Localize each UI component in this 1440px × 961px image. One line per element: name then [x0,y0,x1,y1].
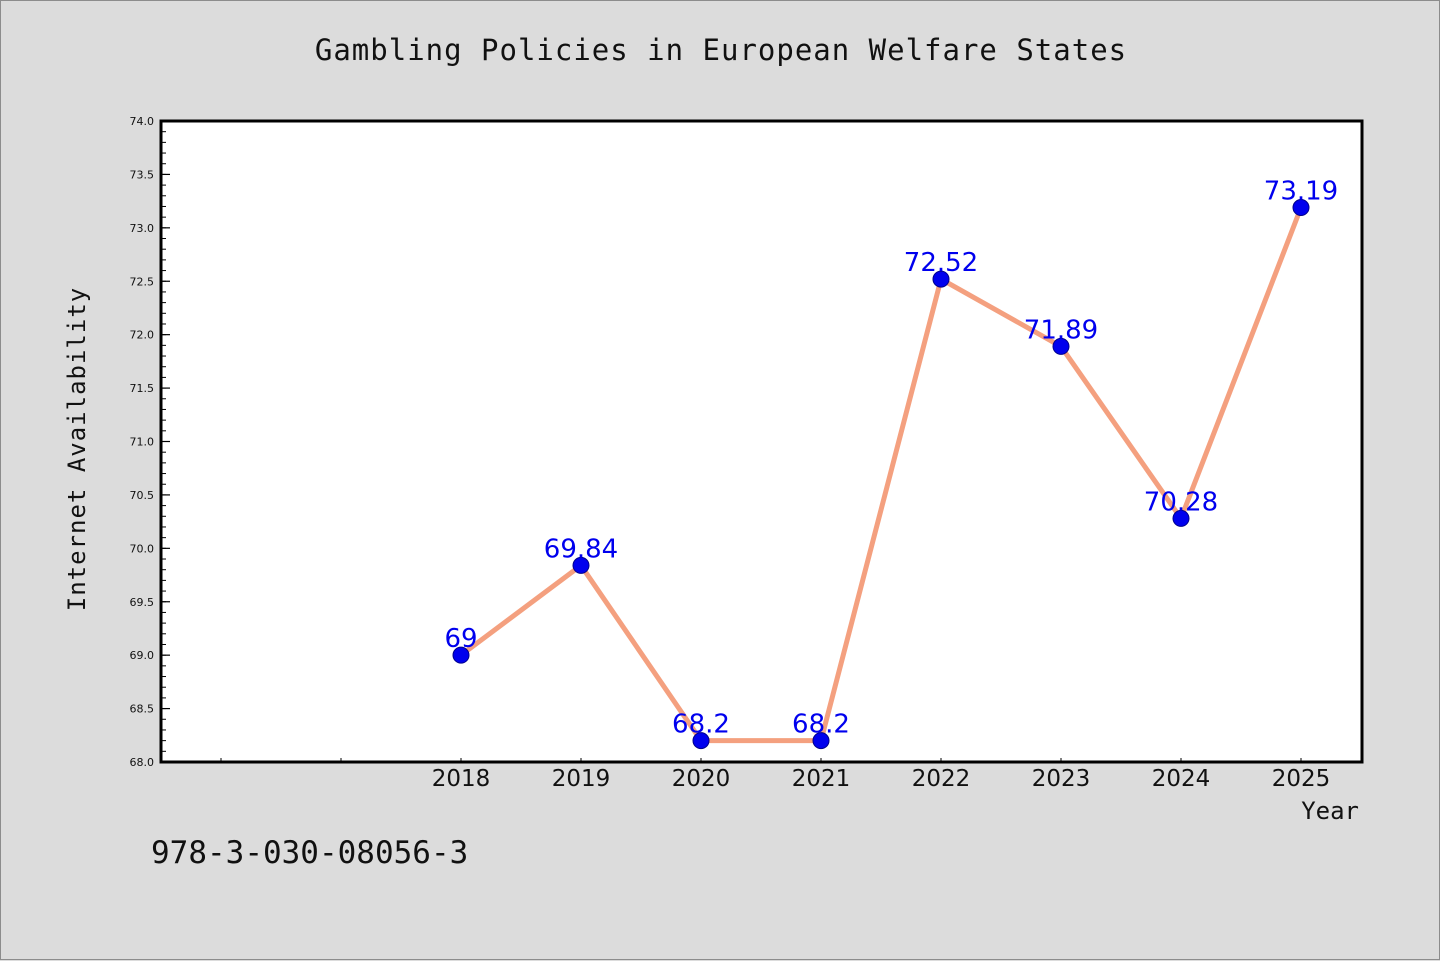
data-point [1172,509,1190,527]
y-tick-label: 69.0 [130,649,155,662]
x-tick-label: 2020 [672,766,731,792]
series-layer: 69 69.84 68.2 68.2 72.52 71.89 70.28 73.19 [444,177,1338,750]
data-label: 68.2 [792,710,850,740]
data-label: 69 [444,624,477,654]
x-axis-label: Year [1301,797,1359,825]
data-label: 71.89 [1024,315,1098,345]
y-tick-label: 74.0 [130,115,155,128]
plot-area [161,121,1362,762]
x-tick-label: 2019 [552,766,611,792]
data-point [1052,337,1070,355]
x-tick-label: 2024 [1152,766,1211,792]
y-tick-label: 68.0 [130,756,155,769]
y-tick-label: 71.0 [130,436,155,449]
x-tick-label: 2021 [792,766,851,792]
x-tick-label: 2022 [912,766,971,792]
y-tick-label: 72.5 [130,275,155,288]
data-point [692,732,710,750]
data-label: 68.2 [672,710,730,740]
data-point [452,646,470,664]
y-tick-label: 68.5 [130,703,155,716]
y-tick-label: 73.5 [130,168,155,181]
y-tick-label: 69.5 [130,596,155,609]
x-tick-label: 2023 [1032,766,1091,792]
series-line [458,205,1304,744]
x-tick-label: 2025 [1272,766,1331,792]
data-label: 70.28 [1144,487,1218,517]
data-point [1292,199,1310,217]
data-point [932,270,950,288]
x-tick-label: 2018 [432,766,491,792]
data-point [812,732,830,750]
y-tick-label: 71.5 [130,382,155,395]
plot-frame [159,119,1364,764]
data-label: 73.19 [1264,177,1338,207]
chart-title: Gambling Policies in European Welfare St… [314,33,1128,67]
isbn-text: 978-3-030-08056-3 [151,835,469,871]
data-label: 72.52 [904,248,978,278]
ticks-layer: 68.0 68.5 69.0 69.5 70.0 70.5 71.0 71.5 72.0 72.5… [130,115,1331,792]
y-tick-label: 70.5 [130,489,155,502]
y-tick-label: 73.0 [130,222,155,235]
data-label: 69.84 [544,534,618,564]
y-tick-label: 72.0 [130,329,155,342]
data-point [572,556,590,574]
y-tick-label: 70.0 [130,542,155,555]
